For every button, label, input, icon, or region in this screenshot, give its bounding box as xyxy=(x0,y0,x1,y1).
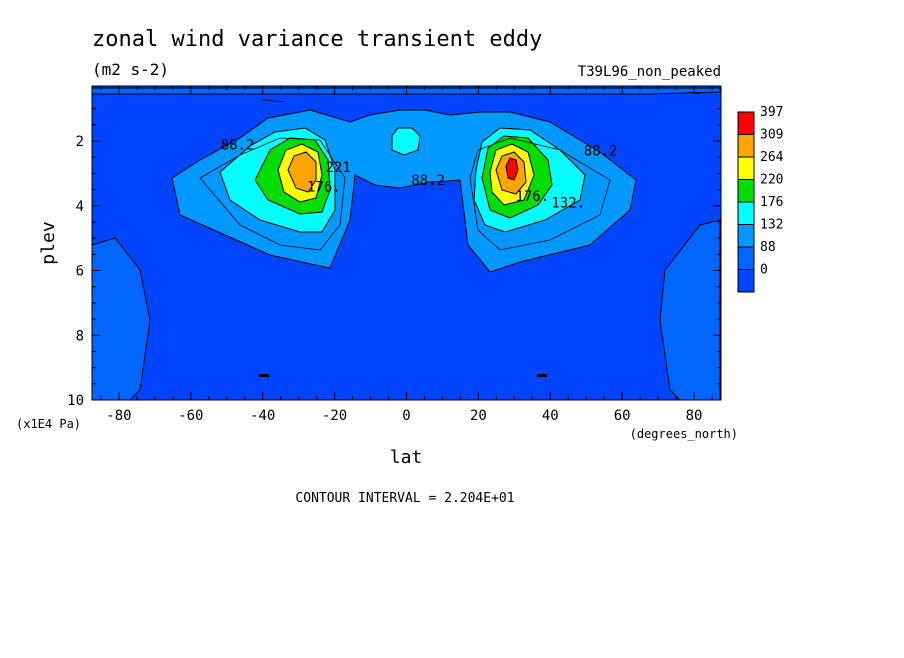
band-264-left xyxy=(287,151,317,193)
legend-swatch xyxy=(737,156,755,180)
legend-label: 176 xyxy=(760,195,783,210)
contour-label: 88.2 xyxy=(411,173,445,189)
legend-swatch xyxy=(737,111,755,135)
x-tick-label: -40 xyxy=(250,408,275,424)
x-tick-label: 0 xyxy=(402,408,410,424)
legend-swatch xyxy=(737,269,755,293)
x-tick-label: 20 xyxy=(470,408,487,424)
x-tick-label: -20 xyxy=(322,408,347,424)
y-tick-label: 2 xyxy=(76,134,84,150)
x-axis-label: lat xyxy=(390,447,423,468)
contour-lines xyxy=(199,91,701,251)
legend-label: 88 xyxy=(760,240,776,255)
legend-label: 397 xyxy=(760,105,783,120)
legend-label: 0 xyxy=(760,263,768,278)
contour-label: 176. xyxy=(515,189,549,205)
x-tick-label: 40 xyxy=(542,408,559,424)
marker-left xyxy=(259,374,269,377)
legend-swatch xyxy=(737,201,755,225)
band-88-sides-right xyxy=(659,219,721,400)
contour-label: 88.2 xyxy=(221,137,255,153)
y-axis-units: (x1E4 Pa) xyxy=(16,417,81,431)
legend-swatch xyxy=(737,224,755,248)
chart-title: zonal wind variance transient eddy xyxy=(92,27,542,52)
x-tick-label: -80 xyxy=(106,408,131,424)
y-tick-label: 10 xyxy=(67,393,84,409)
contour-label: 221 xyxy=(326,160,351,176)
y-tick-label: 8 xyxy=(76,328,84,344)
band-132-equator xyxy=(391,127,421,156)
x-tick-label: 80 xyxy=(686,408,703,424)
run-label: T39L96_non_peaked xyxy=(578,64,721,80)
x-tick-label: 60 xyxy=(614,408,631,424)
legend-swatch xyxy=(737,246,755,270)
color-legend: 397 309 264 220 176 132 88 0 xyxy=(737,105,784,293)
y-tick-label: 4 xyxy=(76,199,84,215)
legend-label: 220 xyxy=(760,173,783,188)
contour-label: 132. xyxy=(551,196,585,212)
plot-area xyxy=(92,86,721,400)
contour-interval-note: CONTOUR INTERVAL = 2.204E+01 xyxy=(295,491,514,506)
band-88-sides xyxy=(92,237,151,400)
contour-label: 176. xyxy=(307,179,341,195)
contour-label: 88.2 xyxy=(584,144,618,160)
legend-label: 309 xyxy=(760,128,783,143)
legend-label: 264 xyxy=(760,150,784,165)
y-tick-label: 6 xyxy=(76,264,84,280)
x-tick-label: -60 xyxy=(178,408,203,424)
band-309-right xyxy=(505,157,519,181)
x-axis: -80 -60 -40 -20 0 20 40 60 80 xyxy=(100,86,713,424)
x-axis-units: (degrees_north) xyxy=(630,427,738,441)
chart-units: (m2 s-2) xyxy=(92,60,169,79)
legend-swatch xyxy=(737,179,755,203)
y-axis-label: plev xyxy=(38,221,59,264)
legend-swatch xyxy=(737,134,755,158)
y-axis: 2 4 6 8 10 xyxy=(67,108,721,409)
legend-label: 132 xyxy=(760,218,783,233)
marker-right xyxy=(537,374,547,377)
